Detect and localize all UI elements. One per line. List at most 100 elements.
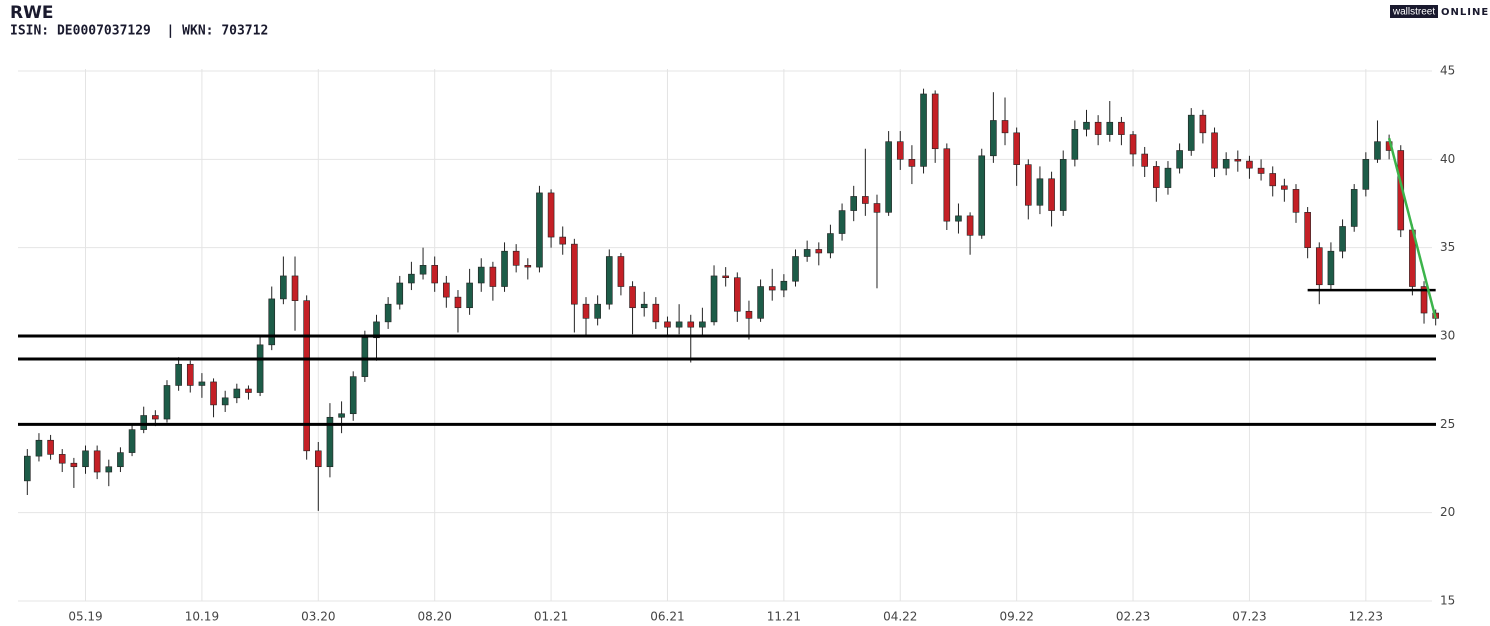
candle-body <box>268 298 276 346</box>
candle-body <box>198 381 206 386</box>
candle-body <box>966 215 974 236</box>
candle-body <box>117 452 124 468</box>
candle-body <box>233 388 241 399</box>
candle-body <box>1013 132 1020 165</box>
candle-body <box>1281 185 1288 190</box>
candle-body <box>524 265 532 268</box>
candle-body <box>1129 134 1137 155</box>
candle-body <box>629 286 636 309</box>
x-tick-label: 09.22 <box>999 610 1033 623</box>
x-tick-label: 01.21 <box>534 610 568 623</box>
candle-body <box>768 286 776 291</box>
candle-body <box>70 462 78 468</box>
candle-body <box>1141 153 1148 167</box>
candle-body <box>1153 166 1160 188</box>
candle-body <box>1304 212 1311 248</box>
candle-body <box>349 376 357 415</box>
candle-body <box>408 273 415 284</box>
candle-body <box>58 454 66 464</box>
candle-body <box>710 275 718 323</box>
candle-body <box>1059 159 1067 211</box>
y-tick-label: 25 <box>1440 417 1455 431</box>
candle-body <box>1071 129 1079 160</box>
candle-body <box>1001 120 1009 134</box>
candle-body <box>210 381 217 406</box>
y-tick-label: 20 <box>1440 505 1455 519</box>
candle-body <box>943 148 951 222</box>
candle-body <box>1315 247 1323 286</box>
candle-body <box>1048 178 1055 211</box>
candle-body <box>419 265 427 275</box>
candle-body <box>175 363 182 386</box>
candle-body <box>757 286 764 319</box>
candle-body <box>1362 159 1370 190</box>
candle-body <box>314 450 322 468</box>
candle-body <box>978 155 986 236</box>
candle-body <box>280 275 287 300</box>
candle-body <box>1199 114 1207 134</box>
candle-body <box>163 385 171 420</box>
x-tick-label: 05.19 <box>68 610 102 623</box>
candle-body <box>396 282 404 305</box>
y-tick-label: 40 <box>1440 152 1455 166</box>
candle-body <box>931 93 939 150</box>
candle-body <box>1094 121 1102 135</box>
candle-body <box>443 282 450 298</box>
candle-body <box>489 266 497 287</box>
x-tick-label: 07.23 <box>1232 610 1266 623</box>
x-tick-label: 12.23 <box>1349 610 1383 623</box>
candle-body <box>594 303 601 319</box>
candle-body <box>152 415 159 420</box>
candle-body <box>571 243 578 305</box>
candle-body <box>512 250 520 266</box>
candle-body <box>1257 167 1265 174</box>
candle-body <box>431 265 438 284</box>
candle-body <box>803 249 811 257</box>
candle-body <box>93 450 101 473</box>
candle-body <box>559 236 567 245</box>
candle-body <box>745 310 753 319</box>
candle-body <box>955 215 962 222</box>
candle-body <box>734 277 741 312</box>
candle-body <box>1420 286 1428 314</box>
candle-body <box>605 256 613 305</box>
candle-body <box>477 266 485 284</box>
candle-body <box>47 439 54 455</box>
candle-body <box>326 416 334 468</box>
candle-body <box>640 303 648 309</box>
candle-body <box>1292 189 1300 213</box>
candle-body <box>815 249 823 254</box>
candle-body <box>675 321 683 328</box>
candle-body <box>1327 250 1335 286</box>
y-tick-label: 35 <box>1440 240 1455 254</box>
logo-right: ONLINE <box>1441 7 1489 18</box>
chart-title: RWE <box>10 3 53 23</box>
candle-body <box>1222 159 1230 169</box>
candle-body <box>1234 159 1242 162</box>
candle-body <box>838 210 846 234</box>
x-tick-label: 03.20 <box>301 610 335 623</box>
candle-body <box>547 192 555 238</box>
candle-body <box>850 196 858 211</box>
candle-body <box>1176 150 1183 169</box>
candle-body <box>186 363 194 386</box>
candle-body <box>664 321 671 328</box>
candle-body <box>990 120 997 157</box>
candle-body <box>1211 132 1218 169</box>
y-tick-label: 15 <box>1440 594 1455 608</box>
candle-body <box>1187 114 1195 151</box>
candle-body <box>792 256 799 282</box>
x-tick-label: 10.19 <box>185 610 219 623</box>
candle-body <box>291 275 299 301</box>
candle-body <box>908 159 916 167</box>
candle-body <box>1339 226 1346 252</box>
x-tick-label: 11.21 <box>767 610 801 623</box>
x-tick-label: 08.20 <box>418 610 452 623</box>
candle-body <box>454 296 462 309</box>
candle-body <box>128 429 136 453</box>
candle-body <box>1036 178 1044 206</box>
candle-body <box>338 413 345 418</box>
candle-body <box>652 303 660 323</box>
candle-body <box>1118 121 1125 135</box>
